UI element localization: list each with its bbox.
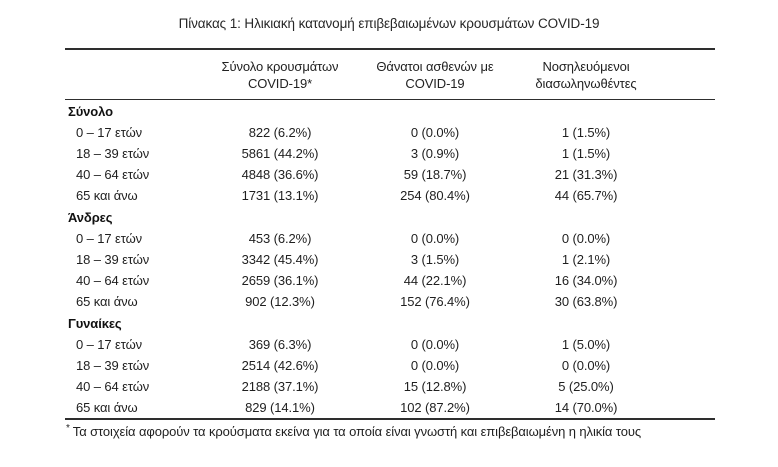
- deaths-cell: 102 (87.2%): [400, 400, 470, 415]
- intubated-cell: 1 (1.5%): [561, 125, 611, 140]
- age-label: 65 και άνω: [76, 400, 138, 415]
- table-header: Σύνολο κρουσμάτων COVID-19* Θάνατοι ασθε…: [65, 49, 715, 100]
- age-label: 18 – 39 ετών: [76, 252, 150, 267]
- table-row: 40 – 64 ετών 4848 (36.6%) 59 (18.7%) 21 …: [65, 164, 715, 185]
- table-row: 65 και άνω 902 (12.3%) 152 (76.4%) 30 (6…: [65, 291, 715, 312]
- age-label: 18 – 39 ετών: [76, 358, 150, 373]
- section-label: Γυναίκες: [68, 315, 122, 331]
- intubated-cell: 14 (70.0%): [554, 400, 618, 415]
- deaths-cell: 0 (0.0%): [410, 231, 460, 246]
- age-label: 65 και άνω: [76, 188, 138, 203]
- deaths-cell: 0 (0.0%): [410, 125, 460, 140]
- table-row: 18 – 39 ετών 3342 (45.4%) 3 (1.5%) 1 (2.…: [65, 249, 715, 270]
- table-container: Σύνολο κρουσμάτων COVID-19* Θάνατοι ασθε…: [65, 48, 715, 420]
- cases-cell: 902 (12.3%): [245, 294, 315, 309]
- age-label: 18 – 39 ετών: [76, 146, 150, 161]
- intubated-cell: 1 (2.1%): [561, 252, 611, 267]
- cases-cell: 2188 (37.1%): [241, 379, 319, 394]
- age-label: 0 – 17 ετών: [76, 125, 143, 140]
- deaths-cell: 59 (18.7%): [403, 167, 467, 182]
- cases-cell: 2659 (36.1%): [241, 273, 319, 288]
- deaths-cell: 0 (0.0%): [410, 358, 460, 373]
- table-footnote: * Τα στοιχεία αφορούν τα κρούσματα εκείνα…: [66, 422, 716, 439]
- section-label: Σύνολο: [68, 103, 113, 119]
- intubated-cell: 5 (25.0%): [558, 379, 614, 394]
- intubated-cell: 0 (0.0%): [561, 231, 611, 246]
- table-row: 40 – 64 ετών 2659 (36.1%) 44 (22.1%) 16 …: [65, 270, 715, 291]
- footnote-asterisk: *: [66, 422, 70, 434]
- deaths-cell: 152 (76.4%): [400, 294, 470, 309]
- age-label: 0 – 17 ετών: [76, 337, 143, 352]
- intubated-cell: 1 (5.0%): [561, 337, 611, 352]
- intubated-cell: 21 (31.3%): [554, 167, 618, 182]
- table-row: 0 – 17 ετών 369 (6.3%) 0 (0.0%) 1 (5.0%): [65, 334, 715, 355]
- table-row: 18 – 39 ετών 5861 (44.2%) 3 (0.9%) 1 (1.…: [65, 143, 715, 164]
- deaths-cell: 15 (12.8%): [403, 379, 467, 394]
- cases-cell: 822 (6.2%): [248, 125, 312, 140]
- intubated-cell: 0 (0.0%): [561, 358, 611, 373]
- intubated-cell: 1 (1.5%): [561, 146, 611, 161]
- header-total-cases: Σύνολο κρουσμάτων COVID-19*: [200, 49, 360, 100]
- table-row: 0 – 17 ετών 453 (6.2%) 0 (0.0%) 0 (0.0%): [65, 228, 715, 249]
- deaths-cell: 3 (1.5%): [410, 252, 460, 267]
- cases-cell: 453 (6.2%): [248, 231, 312, 246]
- section-row-women: Γυναίκες: [65, 312, 715, 334]
- covid-age-table: Σύνολο κρουσμάτων COVID-19* Θάνατοι ασθε…: [65, 48, 715, 420]
- age-label: 65 και άνω: [76, 294, 138, 309]
- section-row-men: Άνδρες: [65, 206, 715, 228]
- header-row: Σύνολο κρουσμάτων COVID-19* Θάνατοι ασθε…: [65, 49, 715, 100]
- age-label: 40 – 64 ετών: [76, 273, 150, 288]
- section-label: Άνδρες: [68, 209, 113, 225]
- intubated-cell: 44 (65.7%): [554, 188, 618, 203]
- header-intubated: Νοσηλευόμενοι διασωληνωθέντες: [510, 49, 715, 100]
- footnote-text: Τα στοιχεία αφορούν τα κρούσματα εκείνα …: [72, 424, 642, 439]
- table-row: 65 και άνω 1731 (13.1%) 254 (80.4%) 44 (…: [65, 185, 715, 206]
- cases-cell: 3342 (45.4%): [241, 252, 319, 267]
- cases-cell: 369 (6.3%): [248, 337, 312, 352]
- intubated-cell: 16 (34.0%): [554, 273, 618, 288]
- cases-cell: 4848 (36.6%): [241, 167, 319, 182]
- header-empty-cell: [65, 49, 200, 100]
- intubated-cell: 30 (63.8%): [554, 294, 618, 309]
- table-row: 40 – 64 ετών 2188 (37.1%) 15 (12.8%) 5 (…: [65, 376, 715, 397]
- cases-cell: 2514 (42.6%): [241, 358, 319, 373]
- table-row: 18 – 39 ετών 2514 (42.6%) 0 (0.0%) 0 (0.…: [65, 355, 715, 376]
- deaths-cell: 0 (0.0%): [410, 337, 460, 352]
- age-label: 40 – 64 ετών: [76, 167, 150, 182]
- age-label: 0 – 17 ετών: [76, 231, 143, 246]
- age-label: 40 – 64 ετών: [76, 379, 150, 394]
- cases-cell: 829 (14.1%): [245, 400, 315, 415]
- deaths-cell: 3 (0.9%): [410, 146, 460, 161]
- deaths-cell: 254 (80.4%): [400, 188, 470, 203]
- table-row: 65 και άνω 829 (14.1%) 102 (87.2%) 14 (7…: [65, 397, 715, 419]
- table-body: Σύνολο 0 – 17 ετών 822 (6.2%) 0 (0.0%) 1…: [65, 100, 715, 420]
- table-title: Πίνακας 1: Ηλικιακή κατανομή επιβεβαιωμέ…: [178, 16, 600, 31]
- deaths-cell: 44 (22.1%): [403, 273, 467, 288]
- cases-cell: 5861 (44.2%): [241, 146, 319, 161]
- table-row: 0 – 17 ετών 822 (6.2%) 0 (0.0%) 1 (1.5%): [65, 122, 715, 143]
- cases-cell: 1731 (13.1%): [241, 188, 319, 203]
- section-row-total: Σύνολο: [65, 100, 715, 123]
- header-deaths: Θάνατοι ασθενών με COVID-19: [360, 49, 510, 100]
